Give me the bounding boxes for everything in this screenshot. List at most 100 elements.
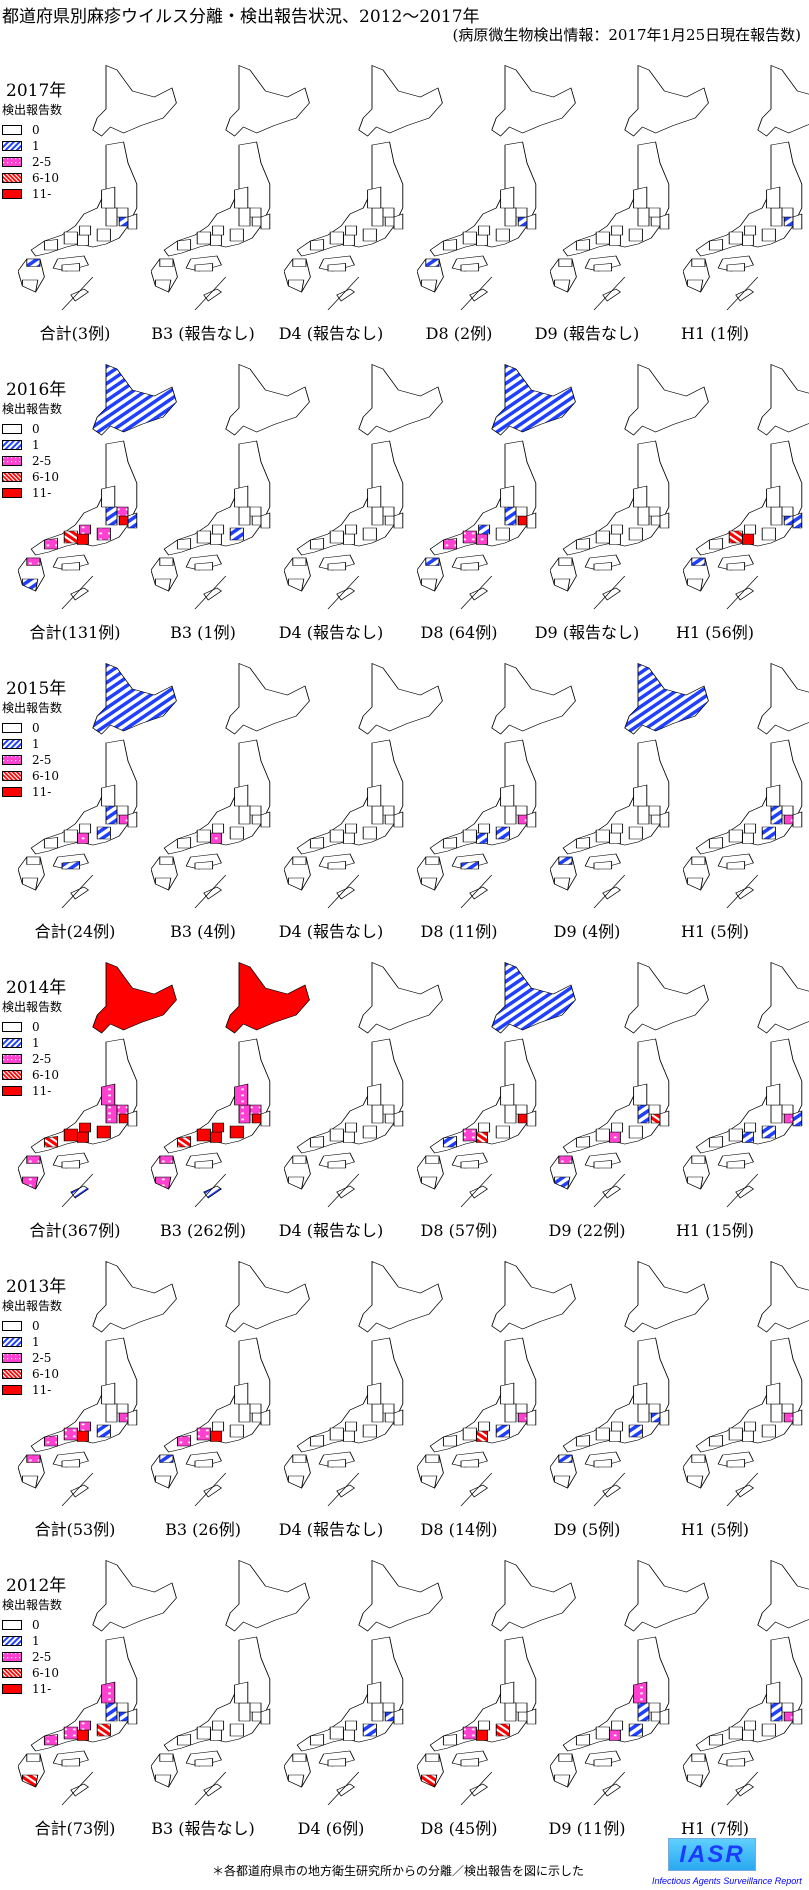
japan-map (151, 662, 310, 909)
region-kyoto (79, 1122, 92, 1133)
legend-label: 1 (32, 139, 40, 153)
region-kyoto (212, 1421, 225, 1432)
region-hiroshima (442, 1435, 458, 1447)
region-niigata (367, 784, 382, 807)
figure-subtitle: (病原微生物検出情報：2017年1月25日現在報告数) (452, 26, 801, 44)
okinawa-inset-line (593, 1771, 626, 1806)
region-osaka (209, 533, 222, 545)
region-chiba (792, 1409, 803, 1426)
legend-label: 2-5 (32, 1052, 52, 1066)
region-osaka (76, 1430, 89, 1442)
region-kyoto (611, 1421, 624, 1432)
region-osaka (209, 1131, 222, 1143)
region-chiba (792, 1110, 803, 1127)
okinawa-inset-line (460, 276, 493, 311)
region-aichi (362, 826, 377, 840)
region-kyoto (478, 1720, 491, 1731)
legend-label: 11- (32, 486, 52, 500)
legend-swatch (2, 1652, 22, 1662)
legend-swatch (2, 440, 22, 450)
region-niigata (101, 784, 116, 807)
legend-swatch (2, 173, 22, 183)
region-hokkaido (92, 64, 177, 137)
region-kagoshima (420, 1774, 438, 1788)
region-hokkaido (358, 662, 443, 735)
region-osaka (608, 533, 621, 545)
legend-label: 6-10 (32, 470, 59, 484)
japan-map (550, 1559, 709, 1806)
region-aichi (229, 527, 244, 541)
region-hiroshima (442, 1734, 458, 1746)
region-fukuoka (558, 1753, 573, 1762)
region-kochi (327, 861, 347, 870)
japan-map (417, 64, 576, 311)
region-nagano (105, 207, 118, 227)
region-kagoshima (553, 1475, 571, 1489)
region-fukuoka (558, 557, 573, 566)
region-osaka (475, 1131, 488, 1143)
map-caption: D9 (22例) (548, 1221, 626, 1240)
region-aichi (495, 1723, 510, 1737)
region-kochi (327, 1160, 347, 1169)
okinawa-inset-line (460, 1771, 493, 1806)
okinawa-inset-line (460, 1173, 493, 1208)
legend-item: 11- (2, 485, 66, 501)
legend-swatch (2, 723, 22, 733)
region-kyoto (345, 1720, 358, 1731)
region-niigata (633, 485, 648, 508)
okinawa-inset-line (726, 1173, 759, 1208)
region-kagoshima (686, 1176, 704, 1190)
region-chiba (127, 1110, 138, 1127)
legend-heading: 検出報告数 (2, 1299, 63, 1313)
region-kochi (593, 1459, 613, 1468)
region-kochi (194, 861, 214, 870)
region-kyoto (478, 1122, 491, 1133)
region-kochi (593, 861, 613, 870)
region-hyogo (728, 1128, 743, 1142)
region-nagano (371, 1104, 384, 1124)
region-kagoshima (21, 279, 39, 293)
okinawa-inset-line (61, 575, 94, 610)
region-niigata (234, 1083, 249, 1106)
region-hiroshima (575, 837, 591, 849)
region-chiba (659, 512, 670, 529)
region-hokkaido (225, 662, 310, 735)
legend-label: 2-5 (32, 454, 52, 468)
map-caption: D4 (報告なし) (278, 922, 384, 941)
region-kochi (726, 1758, 746, 1767)
legend-heading: 検出報告数 (2, 1000, 63, 1014)
region-nagano (371, 1403, 384, 1423)
region-nagano (770, 1403, 783, 1423)
year-label: 2017年 (6, 81, 67, 101)
region-chiba (127, 811, 138, 828)
region-nagano (770, 805, 783, 825)
okinawa-inset-line (61, 1771, 94, 1806)
legend-item: 2-5 (2, 154, 66, 170)
region-nagano (637, 1702, 650, 1722)
region-nagano (238, 1702, 251, 1722)
region-kagoshima (287, 578, 305, 592)
region-nagano (637, 805, 650, 825)
region-kagoshima (287, 877, 305, 891)
region-hiroshima (176, 1435, 192, 1447)
region-kagoshima (154, 1176, 172, 1190)
region-kyoto (744, 1421, 757, 1432)
legend-swatch (2, 157, 22, 167)
region-niigata (367, 186, 382, 209)
legend-swatch (2, 1022, 22, 1032)
region-kagoshima (21, 1176, 39, 1190)
region-hyogo (63, 231, 78, 245)
region-kyoto (212, 1122, 225, 1133)
japan-map (284, 961, 443, 1208)
region-hiroshima (176, 239, 192, 251)
map-caption: H1 (5例) (681, 922, 749, 941)
map-caption: H1 (1例) (681, 324, 749, 343)
region-hyogo (462, 530, 477, 544)
region-kagoshima (553, 578, 571, 592)
region-nagano (504, 1403, 517, 1423)
year-label: 2012年 (6, 1576, 67, 1596)
legend-item: 0 (2, 1617, 66, 1633)
region-chiba (526, 1708, 537, 1725)
region-niigata (234, 1382, 249, 1405)
year-row: 2012年 検出報告数 0 1 2-5 6-10 11- 合計(73例) B3 (報告なし) D4… (0, 1553, 809, 1852)
